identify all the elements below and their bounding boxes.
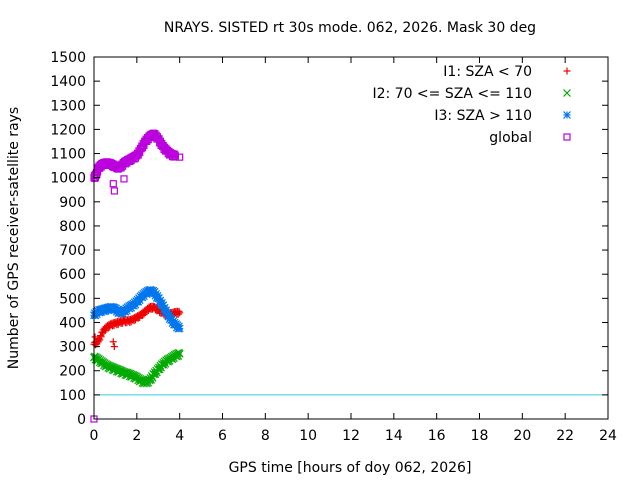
y-tick-label: 1100 <box>50 147 86 163</box>
y-tick-label: 1000 <box>50 171 86 187</box>
data-point-plus <box>110 343 118 351</box>
x-tick-label: 18 <box>471 428 489 444</box>
y-tick-label: 400 <box>59 315 86 331</box>
data-point-plus <box>96 336 104 344</box>
data-point-plus <box>97 333 105 341</box>
x-tick-label: 12 <box>342 428 360 444</box>
y-tick-label: 1400 <box>50 74 86 90</box>
x-tick-label: 10 <box>299 428 317 444</box>
data-point-square <box>171 150 179 158</box>
y-tick-label: 1200 <box>50 122 86 138</box>
data-point-plus <box>104 324 112 332</box>
data-point-star <box>155 294 163 303</box>
data-point-square <box>110 187 118 195</box>
data-point-plus <box>96 331 104 339</box>
x-tick-label: 24 <box>599 428 617 444</box>
legend-label: global <box>489 130 532 146</box>
data-point-square <box>109 180 117 188</box>
x-tick-label: 14 <box>385 428 403 444</box>
data-point-plus <box>100 328 108 336</box>
data-point-square <box>120 175 128 183</box>
legend: I1: SZA < 70 I2: 70 <= SZA <= 110 I3: SZA … <box>372 64 571 146</box>
data-point-plus <box>130 317 138 325</box>
chart-title: NRAYS. SISTED rt 30s mode. 062, 2026. Ma… <box>164 20 536 36</box>
data-layer <box>90 129 184 423</box>
legend-label: I2: 70 <= SZA <= 110 <box>372 86 532 102</box>
x-tick-label: 8 <box>261 428 270 444</box>
data-point-plus <box>134 314 142 322</box>
y-tick-label: 1500 <box>50 50 86 66</box>
data-point-cross <box>175 348 183 357</box>
y-tick-label: 800 <box>59 219 86 235</box>
x-tick-label: 6 <box>218 428 227 444</box>
data-point-plus <box>175 307 183 315</box>
x-tick-label: 16 <box>428 428 446 444</box>
data-point-plus <box>139 311 147 319</box>
data-point-plus <box>91 341 99 349</box>
y-tick-label: 0 <box>77 412 86 428</box>
y-tick-label: 700 <box>59 243 86 259</box>
legend-label: I3: SZA > 110 <box>434 108 532 124</box>
legend-marker-square <box>563 133 571 141</box>
x-axis-label: GPS time [hours of doy 062, 2026] <box>229 460 472 476</box>
y-tick-label: 500 <box>59 291 86 307</box>
legend-marker-plus <box>563 67 571 75</box>
x-tick-label: 4 <box>175 428 184 444</box>
legend-label: I1: SZA < 70 <box>443 64 532 80</box>
y-tick-label: 900 <box>59 195 86 211</box>
y-tick-label: 600 <box>59 267 86 283</box>
x-tick-label: 0 <box>90 428 99 444</box>
y-tick-label: 1300 <box>50 98 86 114</box>
tick-layer: 0100200300400500600700800900100011001200… <box>50 50 617 444</box>
y-tick-label: 300 <box>59 340 86 356</box>
x-tick-label: 22 <box>556 428 574 444</box>
y-axis-label: Number of GPS receiver-satellite rays <box>6 107 22 369</box>
data-point-plus <box>143 308 151 316</box>
data-point-plus <box>109 338 117 346</box>
y-tick-label: 200 <box>59 364 86 380</box>
legend-marker-star <box>563 111 571 119</box>
data-point-star <box>175 322 183 331</box>
x-tick-label: 2 <box>132 428 141 444</box>
legend-marker-cross <box>563 89 571 97</box>
x-tick-label: 20 <box>513 428 531 444</box>
y-tick-label: 100 <box>59 388 86 404</box>
